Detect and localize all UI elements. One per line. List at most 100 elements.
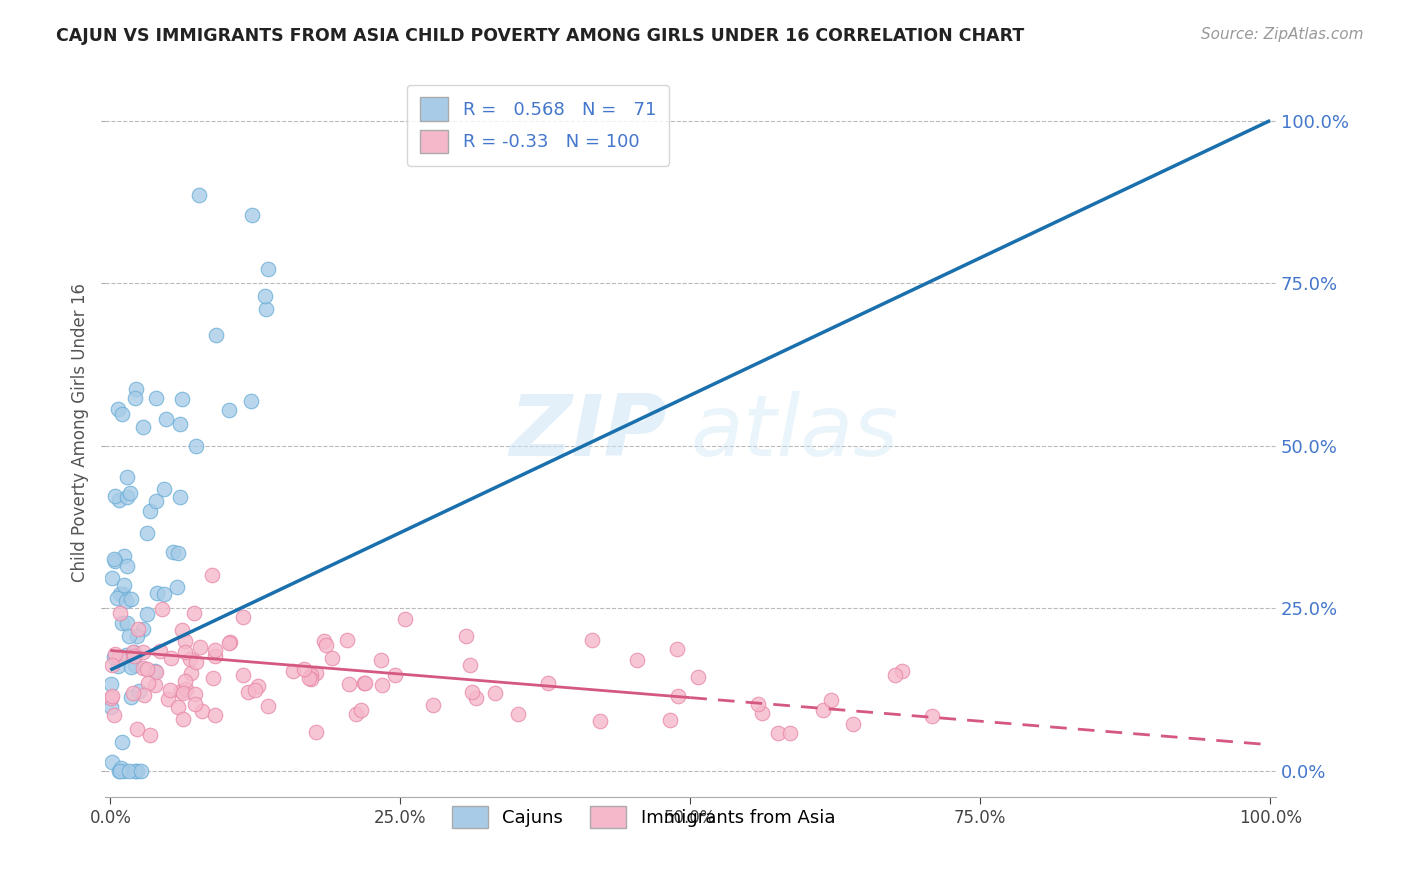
Point: [111, 734, 134, 748]
Point: [112, 549, 135, 563]
Point: [118, 764, 141, 778]
Point: [174, 681, 197, 696]
Point: [145, 665, 167, 679]
Point: [135, 607, 157, 621]
Point: [132, 623, 155, 637]
Point: [747, 698, 769, 712]
Point: [337, 677, 360, 691]
Point: [107, 401, 129, 416]
Point: [132, 645, 155, 659]
Point: [145, 665, 167, 680]
Point: [294, 662, 316, 676]
Point: [658, 713, 681, 727]
Point: [184, 697, 207, 711]
Point: [336, 632, 359, 647]
Point: [115, 594, 138, 608]
Point: [110, 616, 132, 631]
Text: atlas: atlas: [690, 392, 898, 475]
Point: [117, 470, 139, 484]
Point: [191, 704, 214, 718]
Text: CAJUN VS IMMIGRANTS FROM ASIA CHILD POVERTY AMONG GIRLS UNDER 16 CORRELATION CHA: CAJUN VS IMMIGRANTS FROM ASIA CHILD POVE…: [56, 27, 1025, 45]
Point: [813, 702, 835, 716]
Point: [159, 682, 181, 697]
Point: [188, 187, 211, 202]
Point: [117, 615, 139, 630]
Point: [125, 629, 148, 643]
Point: [127, 622, 149, 636]
Point: [169, 417, 191, 431]
Point: [124, 391, 146, 405]
Point: [153, 587, 176, 601]
Point: [156, 691, 179, 706]
Point: [204, 642, 226, 657]
Point: [666, 641, 689, 656]
Point: [132, 661, 155, 675]
Point: [536, 675, 558, 690]
Point: [305, 666, 328, 681]
Point: [458, 657, 481, 672]
Point: [169, 490, 191, 504]
Point: [166, 580, 188, 594]
Point: [254, 289, 277, 303]
Point: [129, 764, 152, 778]
Point: [218, 402, 240, 417]
Point: [139, 504, 162, 518]
Point: [350, 703, 373, 717]
Point: [120, 660, 142, 674]
Point: [508, 707, 530, 722]
Point: [174, 673, 197, 688]
Point: [298, 671, 321, 685]
Point: [136, 676, 159, 690]
Text: Source: ZipAtlas.com: Source: ZipAtlas.com: [1201, 27, 1364, 42]
Point: [921, 708, 943, 723]
Point: [371, 678, 394, 692]
Point: [170, 684, 193, 698]
Point: [104, 489, 127, 503]
Point: [883, 668, 905, 682]
Point: [238, 685, 260, 699]
Point: [370, 653, 392, 667]
Point: [107, 659, 129, 673]
Point: [283, 664, 305, 678]
Point: [115, 648, 138, 662]
Point: [162, 544, 184, 558]
Point: [108, 649, 131, 664]
Point: [184, 655, 207, 669]
Point: [180, 666, 202, 681]
Point: [132, 419, 155, 434]
Point: [103, 552, 125, 566]
Point: [136, 662, 159, 676]
Point: [105, 591, 128, 605]
Point: [257, 699, 280, 714]
Point: [143, 678, 166, 692]
Point: [174, 634, 197, 648]
Point: [121, 686, 143, 700]
Point: [100, 690, 122, 705]
Point: [159, 650, 181, 665]
Point: [104, 554, 127, 568]
Point: [299, 667, 322, 681]
Point: [100, 700, 122, 714]
Point: [183, 687, 205, 701]
Point: [139, 728, 162, 742]
Point: [751, 706, 773, 720]
Point: [114, 578, 136, 592]
Point: [820, 693, 842, 707]
Point: [239, 393, 262, 408]
Point: [172, 686, 194, 700]
Point: [111, 407, 134, 421]
Point: [104, 647, 127, 661]
Point: [124, 645, 146, 659]
Point: [124, 764, 146, 778]
Point: [121, 644, 143, 658]
Point: [145, 494, 167, 508]
Point: [149, 644, 172, 658]
Point: [110, 606, 132, 620]
Point: [246, 679, 269, 693]
Point: [150, 602, 173, 616]
Point: [484, 686, 506, 700]
Point: [172, 623, 194, 637]
Point: [183, 606, 205, 620]
Point: [145, 391, 167, 405]
Point: [100, 677, 122, 691]
